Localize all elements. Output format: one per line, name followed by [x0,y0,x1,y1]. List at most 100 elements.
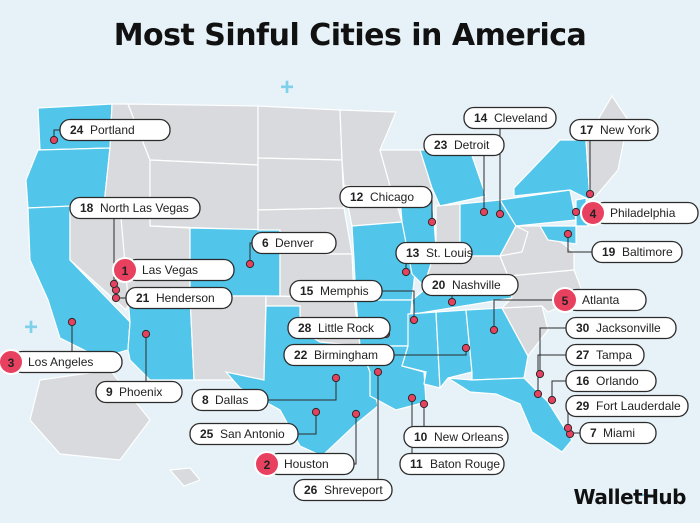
city-marker [571,207,581,217]
city-label: 10 New Orleans [403,425,509,449]
label-box [463,106,557,130]
city-rank: 18 [80,201,94,215]
city-marker [331,373,341,383]
city-label: 1 Las Vegas [112,257,235,283]
state-north-dakota [257,105,343,161]
city-name: Baltimore [622,245,673,259]
state-hawaii [168,467,202,487]
city-rank: 24 [70,123,84,137]
state-alabama [435,309,473,390]
city-rank: 30 [576,321,590,335]
city-label: 20 Nashville [421,273,519,297]
city-label: 4 Philadelphia [580,200,699,226]
city-rank: 26 [304,483,318,497]
city-label: 2 Houston [254,451,355,477]
city-rank: 25 [200,427,214,441]
decorative-plus-icon: + [640,485,651,505]
city-name: Tampa [596,348,632,362]
city-marker [447,297,457,307]
city-name: Denver [275,236,314,250]
state-west-virginia [498,225,529,257]
city-rank: 14 [474,111,488,125]
city-name: Memphis [320,284,369,298]
city-rank: 23 [434,138,448,152]
city-marker [401,267,411,277]
city-marker [479,207,489,217]
city-rank: 20 [432,278,446,292]
city-rank: 8 [202,393,209,407]
city-marker [109,279,119,289]
city-label: 5 Atlanta [552,287,647,313]
label-box [569,118,659,142]
city-name: Detroit [454,138,490,152]
city-rank: 13 [406,246,420,260]
label-box [565,343,645,367]
state-south-dakota [257,157,345,211]
label-box [189,422,299,446]
city-name: New Orleans [434,430,503,444]
city-rank: 19 [602,245,616,259]
leader-line [537,354,566,394]
city-label: 15 Memphis [289,279,383,303]
city-name: Los Angeles [28,355,93,369]
leader-line [551,380,566,400]
city-label: 6 Denver [251,231,337,255]
city-marker [489,325,499,335]
city-marker [373,367,383,377]
city-label: 30 Jacksonville [565,316,677,340]
leader-line [539,327,566,374]
label-box [95,380,183,404]
city-label: 9 Phoenix [95,380,183,404]
city-rank: 12 [350,190,364,204]
city-marker [547,395,557,405]
city-label: 16 Orlando [565,369,657,393]
city-label: 3 Los Angeles [0,349,123,375]
label-box [579,421,657,445]
city-name: Miami [603,426,635,440]
city-name: North Las Vegas [100,201,189,215]
city-marker [351,409,361,419]
label-box [565,394,689,418]
wallethub-logo: WalletHub [573,485,687,509]
city-label: 8 Dallas [191,388,269,412]
city-marker [461,343,471,353]
city-label: 18 North Las Vegas [69,196,201,220]
city-marker [141,329,151,339]
state-wyoming [149,159,259,231]
leader-line [249,242,252,264]
top5-badge [112,257,138,283]
leader-line [493,299,566,330]
city-rank: 6 [262,236,269,250]
label-box [287,316,391,340]
city-name: Shreveport [324,483,383,497]
city-rank: 28 [298,321,312,335]
label-box [421,273,519,297]
decorative-plus-icon: + [280,74,295,101]
label-box [403,425,509,449]
label-box [565,369,657,393]
label-box [283,343,395,367]
top5-badge [552,287,578,313]
city-marker [563,229,573,239]
city-label: 23 Detroit [423,133,505,157]
label-box [591,240,683,264]
city-name: Chicago [370,190,414,204]
city-name: Portland [90,123,135,137]
city-name: New York [600,123,652,137]
city-marker [585,189,595,199]
city-label: 7 Miami [579,421,657,445]
city-label: 29 Fort Lauderdale [565,394,689,418]
city-rank: 2 [264,458,271,472]
city-rank: 10 [414,430,428,444]
city-name: Baton Rouge [430,457,500,471]
label-box [59,118,171,142]
city-rank: 5 [562,294,569,308]
map-title: Most Sinful Cities in America [113,18,587,53]
city-name: Cleveland [494,111,547,125]
city-label: 24 Portland [59,118,171,142]
top5-badge [254,451,280,477]
label-box [191,388,269,412]
label-box [395,241,473,265]
city-rank: 15 [300,284,314,298]
city-rank: 7 [590,426,597,440]
